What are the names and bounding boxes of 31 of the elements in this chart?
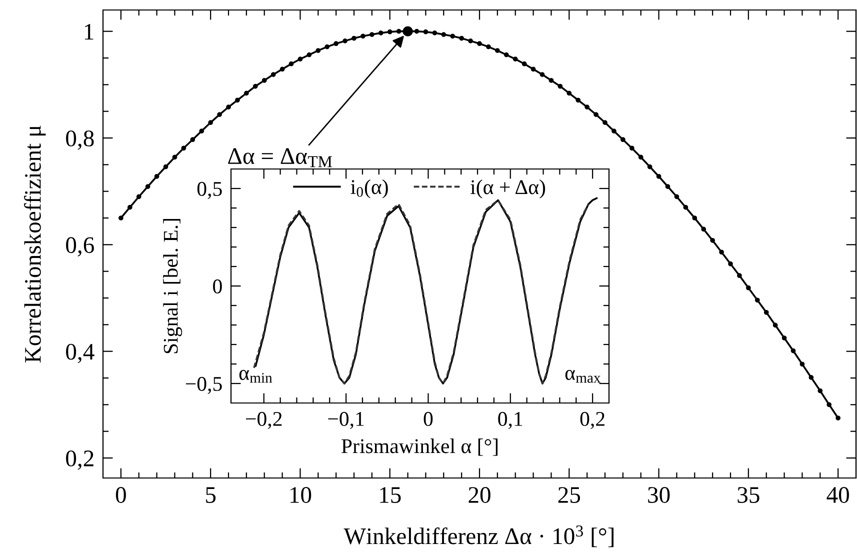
y-tick-label: 0,5: [197, 182, 222, 199]
x-axis-title: Winkeldifferenz Δα · 10$^{3}$ [°]: [344, 525, 614, 548]
x-axis-title: Prismawinkel α [°]: [342, 438, 498, 456]
x-tick-label: 25: [558, 487, 580, 503]
x-tick-label: 5: [206, 487, 216, 503]
x-tick-label: 40: [826, 487, 849, 503]
x-tick-label: 15: [380, 487, 401, 503]
y-tick-label: −0,5: [186, 376, 222, 394]
x-tick-label: 30: [648, 487, 670, 503]
x-tick-label: −0,1: [328, 412, 364, 429]
x-tick-label: 0: [116, 487, 126, 503]
annotation: α$_{max}$: [565, 370, 601, 383]
y-axis-title: Signal i [bel. E.]: [163, 218, 182, 354]
y-tick-label: 0,2: [66, 450, 94, 470]
x-tick-label: 35: [738, 487, 760, 503]
y-tick-label: 0: [213, 279, 222, 294]
x-tick-label: −0,2: [246, 412, 282, 429]
y-axis-title: Korrelationskoeffizient μ: [24, 126, 46, 363]
x-tick-label: 10: [290, 487, 312, 503]
legend-label: i(α + Δα): [470, 180, 546, 198]
x-tick-label: 20: [468, 487, 490, 503]
x-tick-label: 0: [424, 412, 433, 426]
x-tick-label: 0,1: [498, 412, 522, 429]
annotation: α$_{min}$: [239, 370, 272, 383]
x-tick-label: 0,2: [580, 412, 604, 429]
annotation: Δα = Δα$_{TM}$: [228, 148, 332, 168]
legend-label: i$_{0}$(α): [350, 179, 388, 198]
y-tick-label: 1: [84, 24, 94, 40]
y-tick-label: 0,4: [66, 344, 94, 364]
y-tick-label: 0,8: [66, 130, 94, 150]
y-tick-label: 0,6: [66, 237, 94, 256]
